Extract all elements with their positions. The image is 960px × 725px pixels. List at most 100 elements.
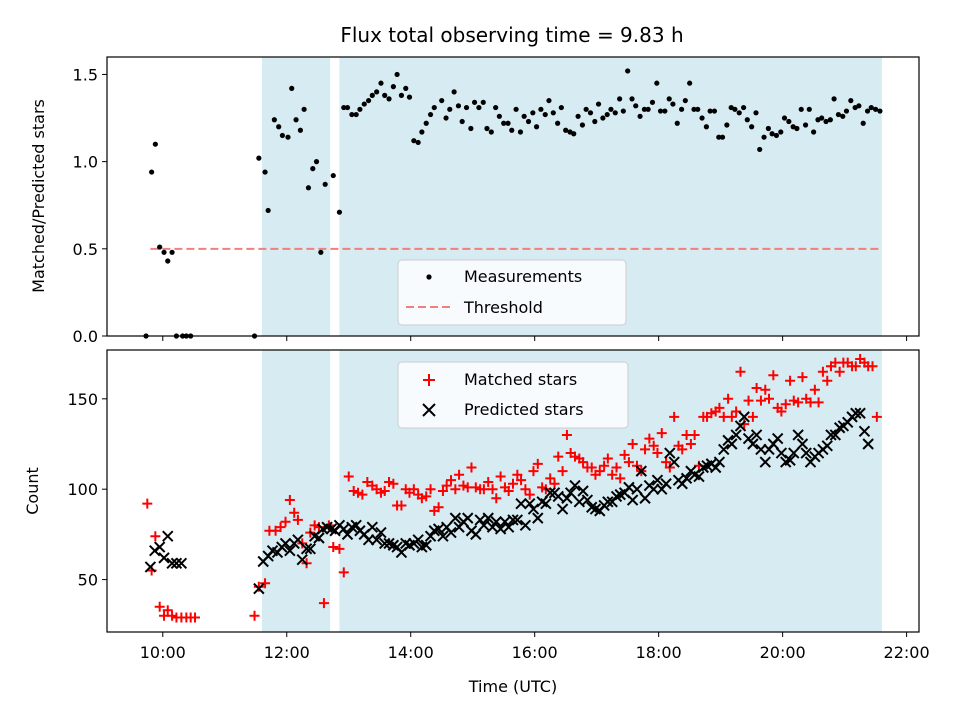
predicted-star-point [552,490,564,503]
bottom-y-axis-label: Count [23,467,42,515]
predicted-star-point [284,544,296,557]
measurement-point [256,155,262,161]
measurement-point [493,104,499,111]
predicted-star-point [693,470,705,483]
predicted-star-point [651,474,664,486]
matched-star-point [809,384,820,395]
predicted-star-point [771,432,784,445]
measurement-point [365,97,372,104]
predicted-star-point [747,438,759,450]
matched-star-point [520,484,531,495]
matched-star-point [627,439,638,449]
predicted-star-point [825,429,837,441]
predicted-star-point [660,478,672,490]
measurement-point [406,94,413,100]
predicted-star-point [730,429,742,441]
measurement-point [773,132,780,139]
top-y-ticks: 0.0 0.5 1.0 1.5 [73,65,107,346]
measurement-point [806,106,812,112]
predicted-star-point [482,512,494,524]
matched-star-point [850,361,861,372]
measurement-point [835,111,842,118]
measurement-point [794,125,800,132]
measurement-point [463,104,470,111]
measurement-point [297,127,303,133]
matched-star-point [780,399,791,410]
matched-star-point [549,478,560,489]
measurement-point [740,104,747,111]
predicted-star-point [507,514,519,526]
matched-star-point [661,457,672,468]
predicted-star-point [449,512,462,524]
measurement-point [459,118,465,125]
measurement-points [143,68,883,339]
measurement-point [386,96,392,102]
measurement-point [868,104,874,111]
top-y-tick-label: 0.0 [73,327,98,346]
matched-star-point [478,484,489,495]
predicted-star-point [519,519,532,532]
measurement-point [542,111,548,118]
measurement-point [711,108,718,114]
matched-star-point [611,462,622,473]
measurement-point [563,127,569,133]
measurement-point [765,125,771,132]
measurement-point [856,103,862,109]
measurement-point [488,129,494,135]
predicted-star-point [162,530,174,542]
measurement-point [558,104,564,111]
matched-star-point [768,370,779,381]
x-tick-label: 16:00 [512,643,558,662]
matched-star-point [532,458,543,469]
measurement-point [361,101,367,107]
matched-star-point [396,500,407,511]
matched-star-point [755,395,766,406]
matched-star-point [253,581,264,592]
predicted-star-point [544,487,556,499]
matched-star-points [142,354,882,623]
measurement-point [513,106,519,112]
measurement-point [571,131,577,137]
matched-star-point [512,469,523,480]
matched-star-point [685,439,696,449]
matched-star-point [788,395,799,406]
measurement-point [310,166,316,172]
matched-star-point [292,514,303,525]
legend-matched-label: Matched stars [464,370,577,389]
predicted-star-point [726,438,738,450]
measurement-point [341,104,347,111]
predicted-star-point [800,447,812,459]
measurement-point [427,111,434,118]
legend-predicted-label: Predicted stars [464,400,584,419]
matched-star-point [623,457,634,468]
measurement-point [415,139,421,146]
measurement-point [823,118,829,125]
measurement-point [305,185,312,191]
predicted-star-point [738,411,750,423]
measurement-point [546,97,552,104]
measurement-point [550,110,556,116]
measurement-point [843,108,850,114]
predicted-star-point [784,454,796,466]
top-y-axis-label: Matched/Predicted stars [29,99,48,293]
predicted-star-point [858,425,871,438]
legend-threshold-label: Threshold [463,298,543,317]
matched-star-point [813,397,824,408]
measurement-point [840,113,846,119]
matched-star-point [644,433,655,444]
measurement-point [682,97,688,104]
matched-star-point [602,453,613,464]
measurement-point [864,108,871,114]
matched-star-point [793,397,804,408]
matched-star-point [553,451,564,462]
measurement-point [378,80,384,86]
matched-star-point [871,411,882,422]
predicted-star-point [144,561,157,573]
measurement-point [612,110,618,116]
predicted-star-point [829,429,842,441]
measurement-point [344,104,351,111]
measurement-point [484,125,490,132]
measurement-point [860,120,866,126]
measurement-point [819,115,825,121]
measurement-point [480,99,486,105]
